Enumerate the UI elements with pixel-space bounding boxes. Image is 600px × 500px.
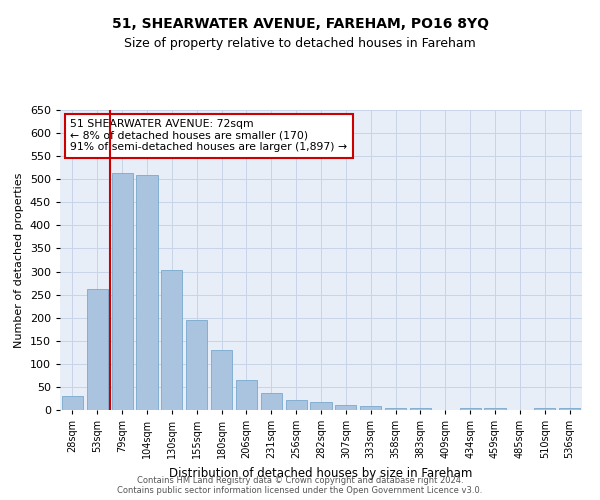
Bar	[112, 173, 133, 410]
Y-axis label: Number of detached properties: Number of detached properties	[14, 172, 24, 348]
Bar	[286, 400, 307, 410]
Bar	[136, 174, 158, 410]
Text: Size of property relative to detached houses in Fareham: Size of property relative to detached ho…	[124, 38, 476, 51]
Bar	[534, 408, 555, 410]
Bar	[186, 320, 207, 410]
Text: 51 SHEARWATER AVENUE: 72sqm
← 8% of detached houses are smaller (170)
91% of sem: 51 SHEARWATER AVENUE: 72sqm ← 8% of deta…	[70, 119, 347, 152]
Bar	[335, 406, 356, 410]
Bar	[62, 396, 83, 410]
Bar	[310, 402, 332, 410]
X-axis label: Distribution of detached houses by size in Fareham: Distribution of detached houses by size …	[169, 466, 473, 479]
Bar	[211, 350, 232, 410]
Bar	[360, 406, 381, 410]
Bar	[385, 408, 406, 410]
Bar	[161, 270, 182, 410]
Text: Contains HM Land Registry data © Crown copyright and database right 2024.
Contai: Contains HM Land Registry data © Crown c…	[118, 476, 482, 495]
Bar	[261, 393, 282, 410]
Bar	[559, 408, 580, 410]
Bar	[410, 408, 431, 410]
Text: 51, SHEARWATER AVENUE, FAREHAM, PO16 8YQ: 51, SHEARWATER AVENUE, FAREHAM, PO16 8YQ	[112, 18, 488, 32]
Bar	[460, 408, 481, 410]
Bar	[236, 380, 257, 410]
Bar	[484, 408, 506, 410]
Bar	[87, 288, 108, 410]
